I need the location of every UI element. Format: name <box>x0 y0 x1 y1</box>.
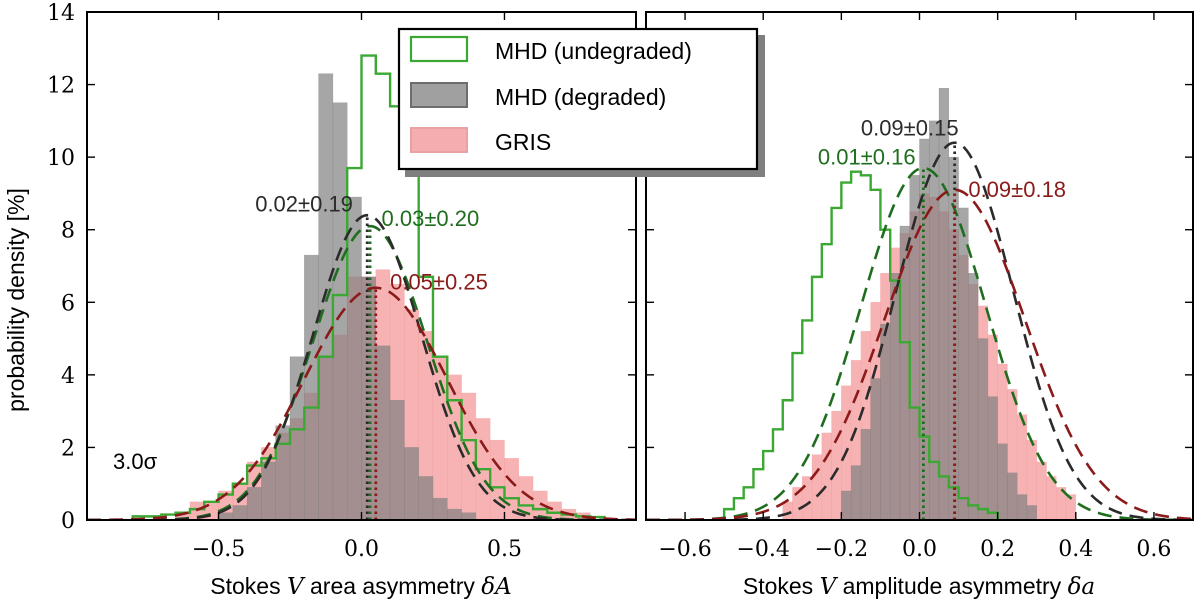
hist-bar-mhd-degraded <box>318 73 334 520</box>
hist-bar-gris <box>1065 494 1077 520</box>
hist-bar-gris <box>782 501 793 520</box>
hist-bar-mhd-degraded <box>938 87 950 520</box>
fit-label-gris: 0.05±0.25 <box>390 270 488 295</box>
y-tick-label: 8 <box>61 219 75 244</box>
hist-bar-gris <box>831 410 842 520</box>
x-tick-label: −0.6 <box>658 537 711 562</box>
hist-bar-mhd-degraded <box>246 487 262 520</box>
legend-label-gris: GRIS <box>495 129 551 155</box>
x-tick-label: 0.4 <box>1058 537 1093 562</box>
y-tick-label: 4 <box>61 364 75 389</box>
hist-bar-mhd-degraded <box>880 323 891 520</box>
hist-bar-mhd-degraded <box>304 254 319 520</box>
x-tick-label: −0.5 <box>192 537 245 562</box>
hist-bar-gris <box>489 439 505 520</box>
hist-bar-mhd-degraded <box>289 356 305 520</box>
legend-label-degraded: MHD (degraded) <box>495 84 666 110</box>
hist-bar-mhd-degraded <box>987 396 998 520</box>
hist-bar-mhd-degraded <box>361 276 377 520</box>
hist-bar-gris <box>802 476 813 520</box>
y-axis-label: probability density [%] <box>3 188 29 412</box>
gaussian-fit-gris <box>87 286 636 520</box>
hist-bar-mhd-degraded <box>375 345 391 520</box>
hist-bar-gris <box>504 458 520 520</box>
x-axis-label-left: Stokes V area asymmetry δA <box>210 573 511 600</box>
step-line-mhd-undegraded <box>722 170 999 520</box>
hist-bar-gris <box>811 454 823 520</box>
hist-bar-mhd-degraded <box>958 207 969 520</box>
hist-bar-mhd-degraded <box>870 378 881 520</box>
x-axis-label-right: Stokes V amplitude asymmetry δa <box>743 573 1095 600</box>
hist-bar-mhd-degraded <box>389 400 405 520</box>
hist-bar-mhd-degraded <box>461 512 477 520</box>
fit-label-mhd-undegraded: 0.03±0.20 <box>382 206 480 231</box>
plot-area <box>87 54 636 520</box>
hist-bar-mhd-degraded <box>404 447 419 520</box>
hist-bar-mhd-degraded <box>418 476 434 520</box>
hist-bar-mhd-degraded <box>1016 494 1028 520</box>
hist-bar-mhd-degraded <box>850 465 862 520</box>
fit-label-mhd-degraded: 0.02±0.19 <box>255 192 353 217</box>
gaussian-fit-mhd-undegraded <box>646 166 1193 520</box>
hist-bar-mhd-degraded <box>261 461 276 520</box>
fit-label-mhd-degraded: 0.09±0.15 <box>861 115 959 140</box>
hist-bar-mhd-degraded <box>1026 505 1037 520</box>
hist-bar-mhd-degraded <box>447 508 462 520</box>
hist-bar-mhd-degraded <box>977 338 989 520</box>
y-tick-label: 10 <box>47 146 75 171</box>
hist-bar-gris <box>1036 461 1047 520</box>
hist-bar-mhd-degraded <box>968 273 979 520</box>
legend-swatch-degraded <box>410 82 468 108</box>
legend-label-undegraded: MHD (undegraded) <box>495 38 692 64</box>
sigma-label: 3.0σ <box>113 449 158 474</box>
right-panel-amplitude-asymmetry: 0.01±0.16 0.09±0.15 0.09±0.18 −0.6 −0.4 −0.2 0… <box>645 11 1194 562</box>
step-line-mhd-undegraded <box>131 54 606 520</box>
legend-swatch-undegraded <box>409 35 469 63</box>
y-tick-label: 0 <box>61 509 75 534</box>
hist-bar-mhd-degraded <box>346 196 362 520</box>
hist-bar-gris <box>821 432 832 520</box>
series-mhd-degraded <box>218 73 477 520</box>
hist-bar-mhd-degraded <box>841 490 852 520</box>
left-panel-area-asymmetry: 0.03±0.20 0.02±0.19 0.05±0.25 0 2 4 6 8 10 12 14 −0… <box>47 1 637 562</box>
y-tick-label: 2 <box>61 436 75 461</box>
hist-bar-mhd-degraded <box>332 102 348 520</box>
hist-bar-mhd-degraded <box>232 505 248 520</box>
y-tick-label: 6 <box>61 291 75 316</box>
fit-label-gris: 0.09±0.18 <box>968 177 1066 202</box>
hist-bar-mhd-degraded <box>929 120 940 520</box>
hist-bar-mhd-degraded <box>997 443 1008 520</box>
x-tick-label: −0.4 <box>737 537 790 562</box>
fit-label-mhd-undegraded: 0.01±0.16 <box>818 144 916 169</box>
hist-bar-mhd-degraded <box>218 512 234 520</box>
y-tick-label: 14 <box>47 1 75 26</box>
x-tick-label: 0.5 <box>487 537 522 562</box>
x-tick-label: 0.2 <box>980 537 1015 562</box>
x-tick-label: 0.0 <box>902 537 937 562</box>
hist-bar-mhd-degraded <box>1007 472 1018 520</box>
hist-bar-mhd-degraded <box>432 497 448 520</box>
x-tick-label: 0.6 <box>1136 537 1171 562</box>
legend-swatch-gris <box>410 127 468 153</box>
hist-bar-mhd-degraded <box>909 175 920 520</box>
x-tick-label: −0.2 <box>815 537 868 562</box>
plot-area <box>646 87 1193 520</box>
gaussian-fit-gris <box>646 188 1193 520</box>
x-tick-label: 0.0 <box>344 537 379 562</box>
legend: MHD (undegraded) MHD (degraded) GRIS <box>397 27 765 177</box>
y-tick-label: 12 <box>47 74 75 99</box>
hist-bar-mhd-degraded <box>860 429 871 520</box>
